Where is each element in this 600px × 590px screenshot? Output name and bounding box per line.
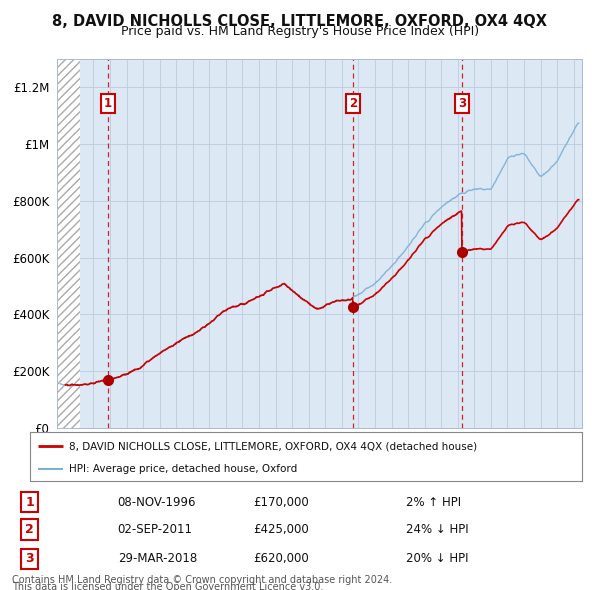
Text: Contains HM Land Registry data © Crown copyright and database right 2024.: Contains HM Land Registry data © Crown c…	[12, 575, 392, 585]
Text: 20% ↓ HPI: 20% ↓ HPI	[406, 552, 469, 565]
Text: 2: 2	[25, 523, 34, 536]
Text: 2% ↑ HPI: 2% ↑ HPI	[406, 496, 461, 509]
Text: 2: 2	[349, 97, 357, 110]
Text: HPI: Average price, detached house, Oxford: HPI: Average price, detached house, Oxfo…	[68, 464, 297, 474]
Text: This data is licensed under the Open Government Licence v3.0.: This data is licensed under the Open Gov…	[12, 582, 323, 590]
Text: 02-SEP-2011: 02-SEP-2011	[118, 523, 193, 536]
Text: 1: 1	[104, 97, 112, 110]
Text: £620,000: £620,000	[253, 552, 309, 565]
Text: £170,000: £170,000	[253, 496, 309, 509]
Text: 8, DAVID NICHOLLS CLOSE, LITTLEMORE, OXFORD, OX4 4QX (detached house): 8, DAVID NICHOLLS CLOSE, LITTLEMORE, OXF…	[68, 441, 477, 451]
Bar	[57, 59, 80, 428]
Text: 24% ↓ HPI: 24% ↓ HPI	[406, 523, 469, 536]
Text: 3: 3	[25, 552, 34, 565]
Text: 8, DAVID NICHOLLS CLOSE, LITTLEMORE, OXFORD, OX4 4QX: 8, DAVID NICHOLLS CLOSE, LITTLEMORE, OXF…	[53, 14, 548, 30]
Text: 29-MAR-2018: 29-MAR-2018	[118, 552, 197, 565]
Text: £425,000: £425,000	[253, 523, 309, 536]
Text: 08-NOV-1996: 08-NOV-1996	[118, 496, 196, 509]
Text: Price paid vs. HM Land Registry's House Price Index (HPI): Price paid vs. HM Land Registry's House …	[121, 25, 479, 38]
Text: 3: 3	[458, 97, 466, 110]
Text: 1: 1	[25, 496, 34, 509]
